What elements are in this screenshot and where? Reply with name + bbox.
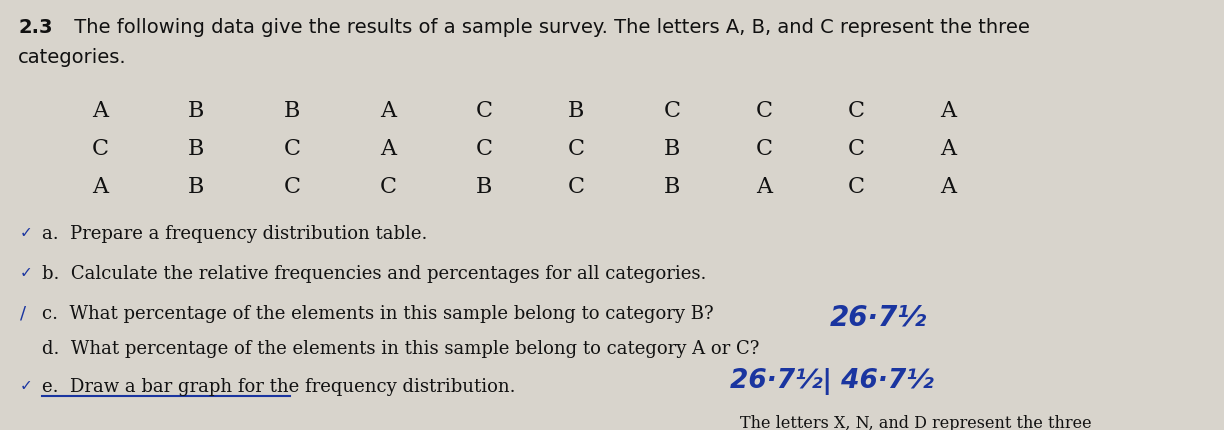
Text: 2.3: 2.3 bbox=[18, 18, 53, 37]
Text: C: C bbox=[379, 176, 397, 198]
Text: C: C bbox=[284, 138, 301, 160]
Text: 26·7½| 46·7½: 26·7½| 46·7½ bbox=[730, 368, 934, 395]
Text: C: C bbox=[568, 176, 585, 198]
Text: a.  Prepare a frequency distribution table.: a. Prepare a frequency distribution tabl… bbox=[42, 225, 427, 243]
Text: C: C bbox=[755, 138, 772, 160]
Text: B: B bbox=[187, 100, 204, 122]
Text: The letters X, N, and D represent the three: The letters X, N, and D represent the th… bbox=[741, 415, 1092, 430]
Text: C: C bbox=[847, 100, 864, 122]
Text: The following data give the results of a sample survey. The letters A, B, and C : The following data give the results of a… bbox=[69, 18, 1029, 37]
Text: A: A bbox=[92, 100, 108, 122]
Text: C: C bbox=[475, 138, 492, 160]
Text: C: C bbox=[663, 100, 681, 122]
Text: C: C bbox=[847, 138, 864, 160]
Text: d.  What percentage of the elements in this sample belong to category A or C?: d. What percentage of the elements in th… bbox=[42, 340, 759, 358]
Text: C: C bbox=[92, 138, 109, 160]
Text: categories.: categories. bbox=[18, 48, 126, 67]
Text: A: A bbox=[940, 100, 956, 122]
Text: B: B bbox=[187, 176, 204, 198]
Text: A: A bbox=[379, 100, 397, 122]
Text: 26·7½: 26·7½ bbox=[830, 303, 927, 331]
Text: c.  What percentage of the elements in this sample belong to category B?: c. What percentage of the elements in th… bbox=[42, 305, 714, 323]
Text: ✓: ✓ bbox=[20, 378, 33, 393]
Text: B: B bbox=[187, 138, 204, 160]
Text: B: B bbox=[663, 138, 681, 160]
Text: B: B bbox=[663, 176, 681, 198]
Text: A: A bbox=[940, 138, 956, 160]
Text: A: A bbox=[379, 138, 397, 160]
Text: e.  Draw a bar graph for the frequency distribution.: e. Draw a bar graph for the frequency di… bbox=[42, 378, 515, 396]
Text: b.  Calculate the relative frequencies and percentages for all categories.: b. Calculate the relative frequencies an… bbox=[42, 265, 706, 283]
Text: /: / bbox=[20, 305, 26, 323]
Text: B: B bbox=[284, 100, 300, 122]
Text: ✓: ✓ bbox=[20, 225, 33, 240]
Text: C: C bbox=[284, 176, 301, 198]
Text: C: C bbox=[847, 176, 864, 198]
Text: A: A bbox=[756, 176, 772, 198]
Text: C: C bbox=[475, 100, 492, 122]
Text: C: C bbox=[755, 100, 772, 122]
Text: ✓: ✓ bbox=[20, 265, 33, 280]
Text: B: B bbox=[568, 100, 584, 122]
Text: A: A bbox=[92, 176, 108, 198]
Text: B: B bbox=[476, 176, 492, 198]
Text: A: A bbox=[940, 176, 956, 198]
Text: C: C bbox=[568, 138, 585, 160]
